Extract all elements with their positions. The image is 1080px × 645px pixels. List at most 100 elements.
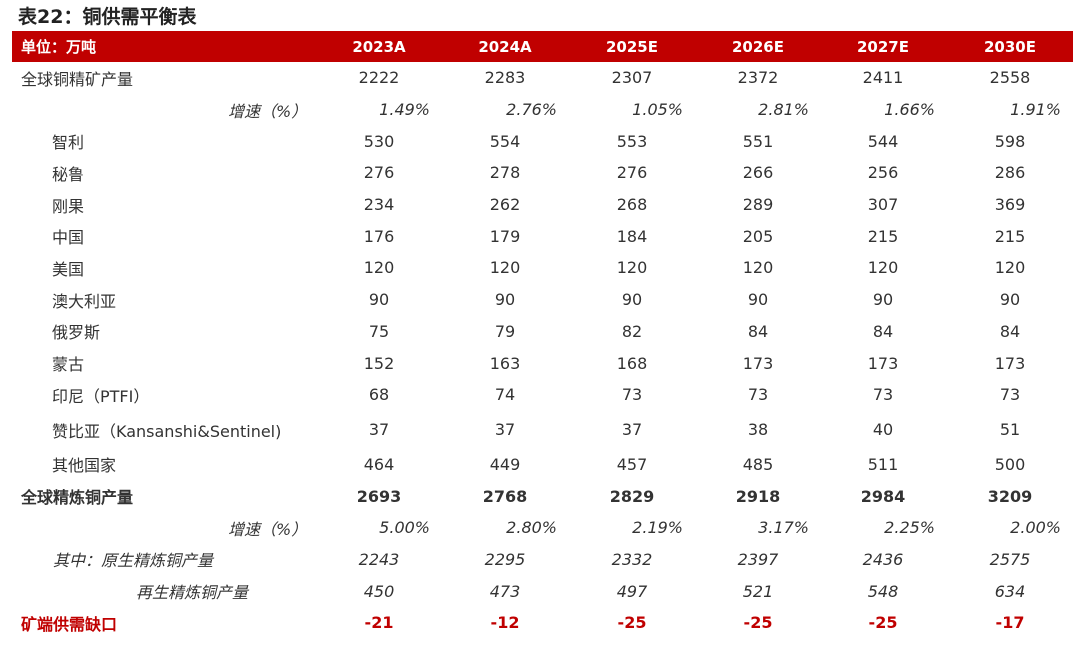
table-cell: 2575: [989, 549, 1031, 569]
table-cell: 90: [494, 290, 516, 310]
table-cell: 2.25%: [884, 518, 935, 538]
year-header: 2025E: [606, 37, 658, 56]
table-cell: 73: [872, 385, 894, 405]
table-cell: 485: [742, 454, 774, 474]
row-label: 全球铜精矿产量: [21, 69, 134, 89]
table-cell: 369: [994, 195, 1026, 215]
table-cell: -25: [617, 613, 647, 633]
table-cell: 120: [363, 258, 395, 278]
row-label: 秘鲁: [52, 164, 85, 184]
row-label: 智利: [52, 133, 85, 153]
table-cell: 37: [494, 420, 516, 440]
table-cell: 2243: [358, 549, 400, 569]
table-cell: 120: [994, 258, 1026, 278]
table-cell: 1.66%: [884, 100, 935, 120]
row-label: 蒙古: [52, 355, 85, 375]
table-cell: 38: [747, 420, 769, 440]
table-cell: 2307: [611, 68, 653, 88]
table-cell: 90: [621, 290, 643, 310]
table-cell: 2.00%: [1010, 518, 1061, 538]
row-label: 增速（%）: [228, 101, 308, 121]
table-cell: 307: [867, 195, 899, 215]
table-cell: 68: [368, 385, 390, 405]
table-cell: 464: [363, 454, 395, 474]
year-header: 2023A: [352, 37, 406, 56]
table-cell: 3209: [987, 486, 1033, 506]
year-header: 2027E: [857, 37, 909, 56]
row-label: 其中：原生精炼铜产量: [53, 551, 214, 571]
table-row: 其中：原生精炼铜产量 2243 2295 2332 2397 2436 2575: [12, 544, 1073, 576]
table-cell: 598: [994, 131, 1026, 151]
table-cell: -25: [743, 613, 773, 633]
table-cell: 75: [368, 321, 390, 341]
table-cell: 2829: [609, 486, 655, 506]
row-label: 刚果: [52, 196, 85, 216]
table-cell: 551: [742, 131, 774, 151]
table-row: 印尼（PTFI） 68 74 73 73 73 73: [12, 379, 1073, 411]
table-header-row: 单位：万吨 2023A 2024A 2025E 2026E 2027E 2030…: [12, 31, 1073, 62]
table-cell: 286: [994, 163, 1026, 183]
table-cell: 2693: [356, 486, 402, 506]
unit-label: 单位：万吨: [21, 38, 97, 56]
table-cell: 276: [616, 163, 648, 183]
table-cell: 2397: [737, 549, 779, 569]
table-cell: 152: [363, 353, 395, 373]
table-cell: 634: [994, 581, 1026, 601]
table-cell: 268: [616, 195, 648, 215]
table-cell: 548: [867, 581, 899, 601]
year-header: 2024A: [478, 37, 532, 56]
table-cell: 2222: [358, 68, 400, 88]
year-header: 2026E: [732, 37, 784, 56]
table-cell: 289: [742, 195, 774, 215]
table-cell: 2.76%: [506, 100, 557, 120]
table-cell: 84: [747, 321, 769, 341]
table-cell: 1.91%: [1010, 100, 1061, 120]
table-cell: 90: [872, 290, 894, 310]
table-row: 增速（%） 1.49% 2.76% 1.05% 2.81% 1.66% 1.91…: [12, 94, 1073, 126]
table-row: 秘鲁 276 278 276 266 256 286: [12, 157, 1073, 189]
table-cell: -25: [868, 613, 898, 633]
row-label: 其他国家: [52, 456, 117, 476]
table-cell: 73: [747, 385, 769, 405]
table-row: 其他国家 464 449 457 485 511 500: [12, 449, 1073, 481]
row-label: 赞比亚（Kansanshi&Sentinel): [52, 421, 282, 441]
table-cell: 278: [489, 163, 521, 183]
row-label: 矿端供需缺口: [21, 614, 118, 634]
table-row: 刚果 234 262 268 289 307 369: [12, 189, 1073, 221]
table-cell: 74: [494, 385, 516, 405]
table-cell: 2.19%: [632, 518, 683, 538]
table-cell: 544: [867, 131, 899, 151]
table-row: 全球精炼铜产量 2693 2768 2829 2918 2984 3209: [12, 480, 1073, 512]
table-cell: 1.05%: [632, 100, 683, 120]
table-cell: 256: [867, 163, 899, 183]
table-cell: 173: [867, 353, 899, 373]
table-row: 俄罗斯 75 79 82 84 84 84: [12, 316, 1073, 348]
table-cell: 2332: [611, 549, 653, 569]
supply-demand-table: 单位：万吨 2023A 2024A 2025E 2026E 2027E 2030…: [12, 31, 1073, 639]
table-cell: 120: [489, 258, 521, 278]
row-label: 再生精炼铜产量: [136, 583, 249, 603]
table-cell: 500: [994, 454, 1026, 474]
table-cell: 82: [621, 321, 643, 341]
table-cell: 521: [742, 581, 774, 601]
table-cell: 2.80%: [506, 518, 557, 538]
table-cell: 2918: [735, 486, 781, 506]
table-row: 澳大利亚 90 90 90 90 90 90: [12, 284, 1073, 316]
table-cell: 2372: [737, 68, 779, 88]
table-cell: 184: [616, 226, 648, 246]
table-cell: 5.00%: [379, 518, 430, 538]
table-cell: 40: [872, 420, 894, 440]
year-header: 2030E: [984, 37, 1036, 56]
table-cell: 497: [616, 581, 648, 601]
table-cell: 276: [363, 163, 395, 183]
table-cell: 450: [363, 581, 395, 601]
table-cell: 37: [621, 420, 643, 440]
table-cell: 176: [363, 226, 395, 246]
table-cell: 530: [363, 131, 395, 151]
table-row: 智利 530 554 553 551 544 598: [12, 125, 1073, 157]
table-cell: 2295: [484, 549, 526, 569]
table-cell: 2558: [989, 68, 1031, 88]
table-cell: 168: [616, 353, 648, 373]
table-cell: 2283: [484, 68, 526, 88]
